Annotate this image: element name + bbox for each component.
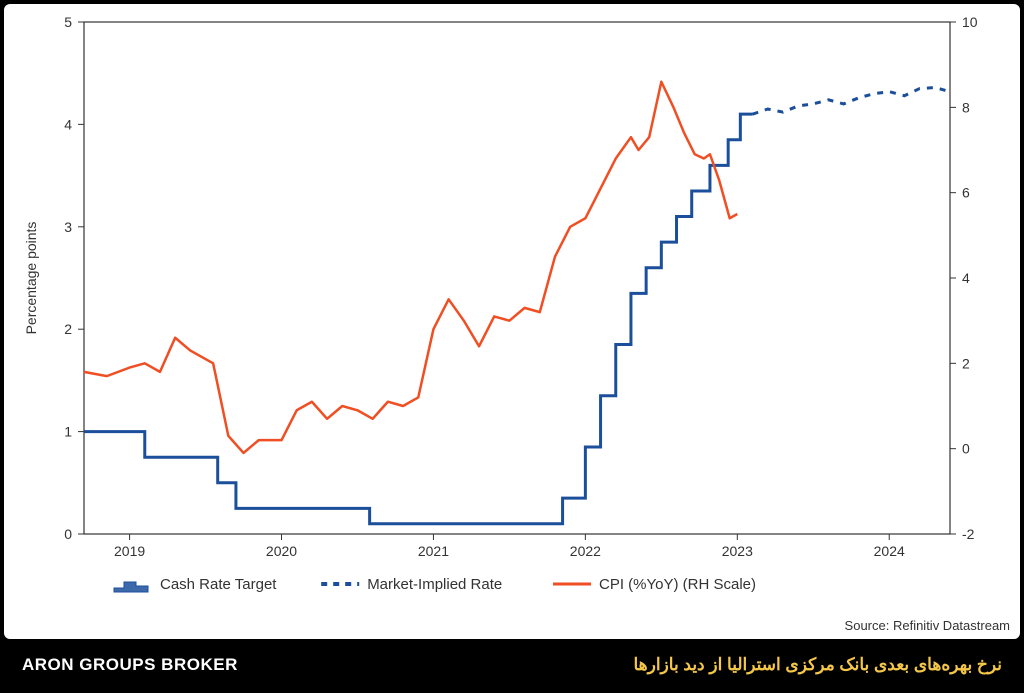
svg-text:2022: 2022	[570, 543, 601, 559]
svg-text:2023: 2023	[722, 543, 753, 559]
svg-text:2020: 2020	[266, 543, 297, 559]
svg-text:10: 10	[962, 14, 978, 30]
chart-card: 0 1 2 3 4 5 -2 0 2 4 6 8 10 2019 2020 2021 2022 2023 2024 P…	[4, 4, 1020, 639]
rate-chart: 0 1 2 3 4 5 -2 0 2 4 6 8 10 2019 2020 2021 2022 2023 2024 P…	[4, 4, 1020, 639]
svg-text:4: 4	[64, 116, 72, 132]
footer-bar: ARON GROUPS BROKER نرخ بهره‌های بعدی بان…	[4, 641, 1020, 689]
svg-text:3: 3	[64, 219, 72, 235]
svg-text:8: 8	[962, 99, 970, 115]
svg-text:4: 4	[962, 270, 970, 286]
svg-text:2024: 2024	[874, 543, 905, 559]
svg-text:2: 2	[962, 355, 970, 371]
svg-text:Cash Rate Target: Cash Rate Target	[160, 576, 277, 593]
svg-text:2019: 2019	[114, 543, 145, 559]
svg-text:0: 0	[64, 526, 72, 542]
svg-text:2021: 2021	[418, 543, 449, 559]
svg-text:5: 5	[64, 14, 72, 30]
svg-text:CPI (%YoY) (RH Scale): CPI (%YoY) (RH Scale)	[599, 576, 756, 593]
svg-text:2: 2	[64, 321, 72, 337]
svg-text:Percentage points: Percentage points	[23, 222, 39, 335]
caption-fa: نرخ بهره‌های بعدی بانک مرکزی استرالیا از…	[633, 655, 1002, 675]
svg-text:0: 0	[962, 441, 970, 457]
source-label: Source: Refinitiv Datastream	[845, 618, 1010, 633]
page-frame: 0 1 2 3 4 5 -2 0 2 4 6 8 10 2019 2020 2021 2022 2023 2024 P…	[0, 0, 1024, 693]
svg-text:6: 6	[962, 185, 970, 201]
svg-text:Market-Implied Rate: Market-Implied Rate	[367, 576, 502, 593]
brand-label: ARON GROUPS BROKER	[22, 655, 238, 675]
svg-text:1: 1	[64, 424, 72, 440]
svg-text:-2: -2	[962, 526, 975, 542]
